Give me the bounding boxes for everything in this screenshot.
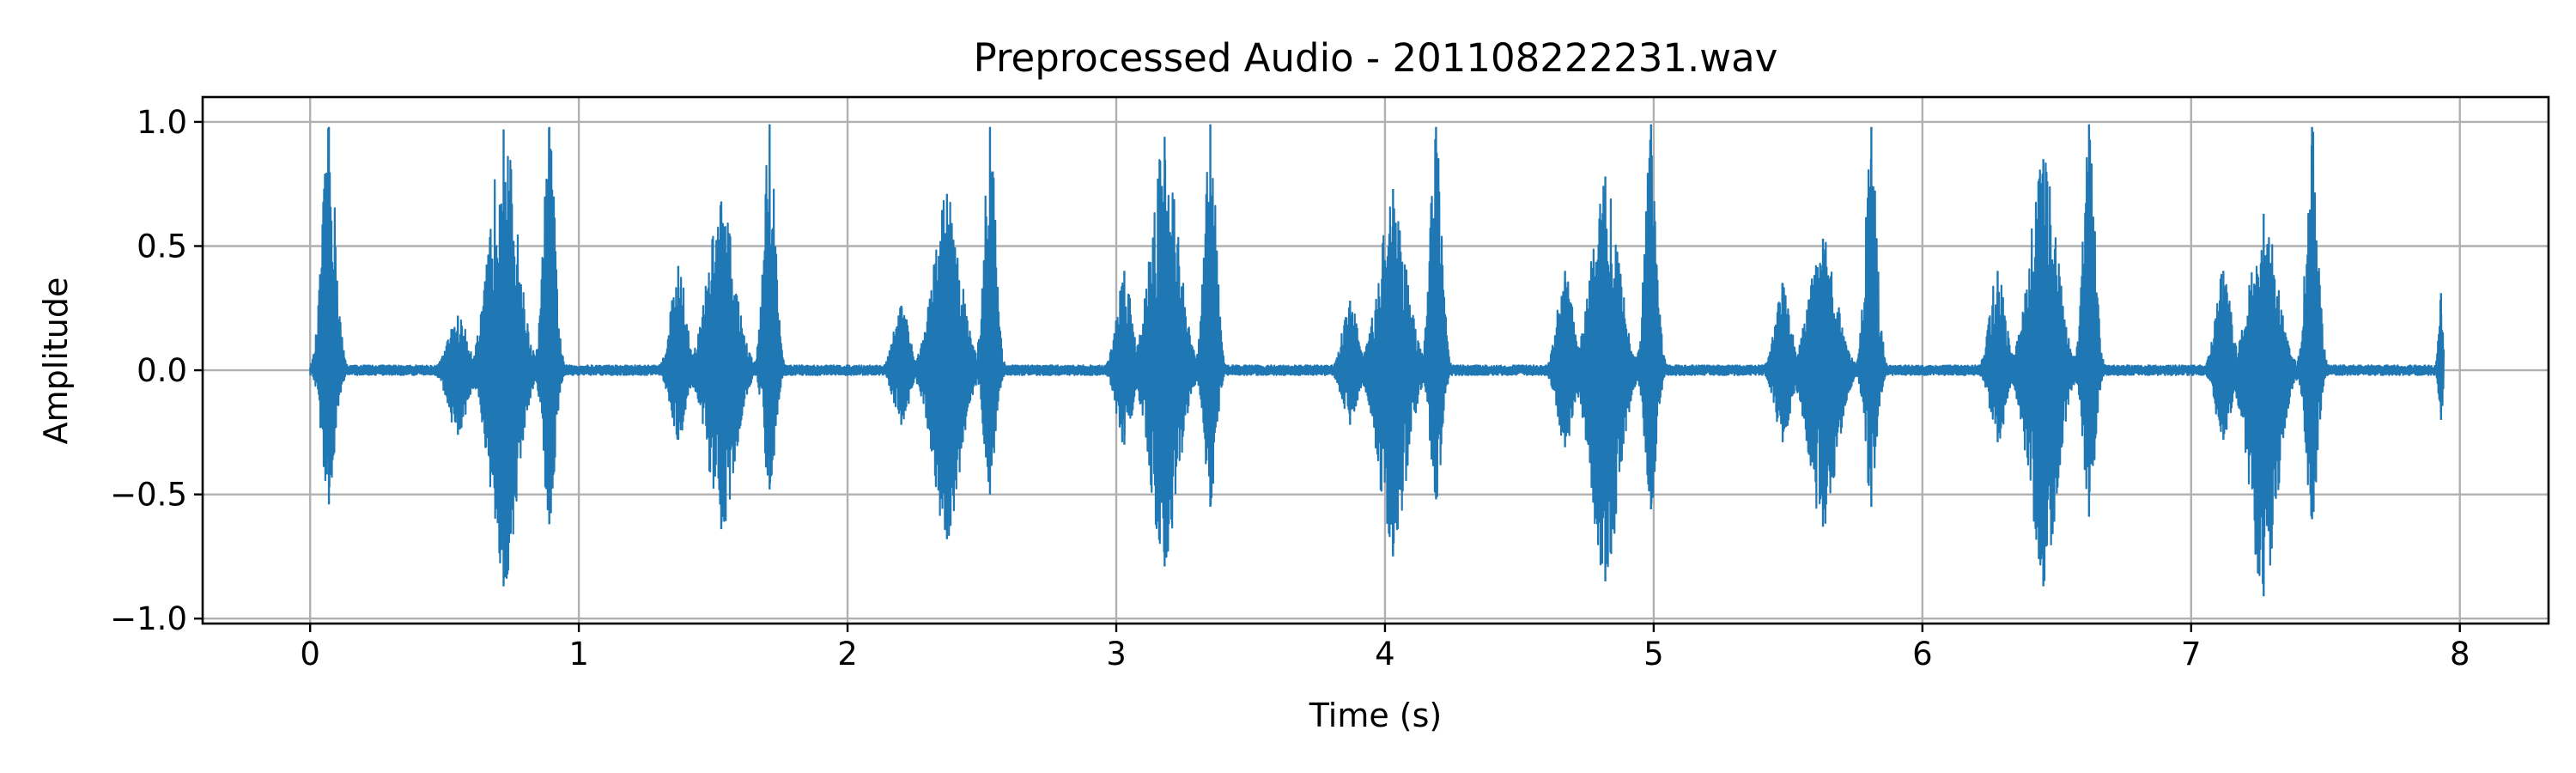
x-tick-label: 2 [837, 636, 858, 673]
x-tick-label: 8 [2450, 636, 2470, 673]
y-tick-label: −1.0 [110, 600, 187, 637]
y-tick-label: 1.0 [137, 104, 187, 141]
x-tick-label: 3 [1106, 636, 1127, 673]
y-tick-label: 0.5 [137, 228, 187, 265]
tick-layer: 0 1 2 3 4 5 6 7 8 1.0 0.5 0.0 −0.5 −1.0 [110, 104, 2470, 673]
x-tick-label: 7 [2181, 636, 2202, 673]
waveform-peaks [327, 124, 2443, 597]
waveform-line [309, 127, 2445, 585]
x-tick-label: 5 [1643, 636, 1664, 673]
y-axis-label: Amplitude [37, 277, 75, 445]
x-tick-label: 0 [300, 636, 320, 673]
chart-title: Preprocessed Audio - 201108222231.wav [974, 35, 1778, 81]
y-tick-label: −0.5 [110, 477, 187, 514]
y-tick-label: 0.0 [137, 352, 187, 389]
waveform-series [309, 124, 2445, 597]
x-axis-label: Time (s) [1309, 697, 1443, 734]
x-tick-label: 4 [1375, 636, 1395, 673]
x-tick-label: 1 [568, 636, 589, 673]
plot-frame [201, 95, 2550, 625]
x-tick-label: 6 [1912, 636, 1933, 673]
